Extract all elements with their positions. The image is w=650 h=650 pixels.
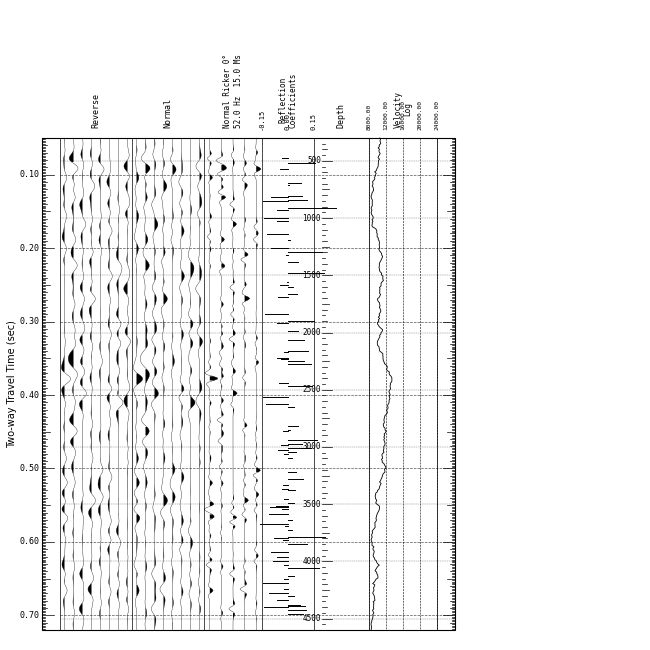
Text: 0.15: 0.15 xyxy=(311,113,317,130)
Text: 0.30: 0.30 xyxy=(19,317,39,326)
Text: 2000: 2000 xyxy=(302,328,321,337)
Text: 0.60: 0.60 xyxy=(19,538,39,547)
Text: 16000.00: 16000.00 xyxy=(400,100,406,130)
Text: 1000: 1000 xyxy=(302,214,321,222)
Text: 0.10: 0.10 xyxy=(19,170,39,179)
Text: 0.70: 0.70 xyxy=(19,611,39,620)
Text: Depth: Depth xyxy=(337,103,346,128)
Text: 1500: 1500 xyxy=(302,271,321,280)
Text: 12000.00: 12000.00 xyxy=(384,100,389,130)
Text: 0.00: 0.00 xyxy=(285,113,291,130)
Text: 500: 500 xyxy=(307,157,321,165)
Text: Two-way Travel Time (sec): Two-way Travel Time (sec) xyxy=(7,320,17,448)
Text: 3000: 3000 xyxy=(302,443,321,452)
Text: Velocity
Log: Velocity Log xyxy=(393,91,413,128)
Text: Reflection
Coefficients: Reflection Coefficients xyxy=(278,73,298,128)
Text: 0.20: 0.20 xyxy=(19,244,39,253)
Text: Reverse: Reverse xyxy=(92,93,101,128)
Text: 8000.00: 8000.00 xyxy=(367,104,372,130)
Text: Normal Ricker 0°
52.0 Hz  15.0 Ms: Normal Ricker 0° 52.0 Hz 15.0 Ms xyxy=(224,54,242,128)
Text: 2500: 2500 xyxy=(302,385,321,394)
Text: -0.15: -0.15 xyxy=(259,109,265,130)
Text: 4500: 4500 xyxy=(302,614,321,623)
Bar xyxy=(42,138,455,630)
Text: Normal: Normal xyxy=(164,98,172,128)
Text: 0.50: 0.50 xyxy=(19,464,39,473)
Text: 4000: 4000 xyxy=(302,557,321,566)
Text: 20000.00: 20000.00 xyxy=(417,100,422,130)
Text: 24000.00: 24000.00 xyxy=(434,100,439,130)
Text: 0.40: 0.40 xyxy=(19,391,39,400)
Text: 3500: 3500 xyxy=(302,500,321,509)
